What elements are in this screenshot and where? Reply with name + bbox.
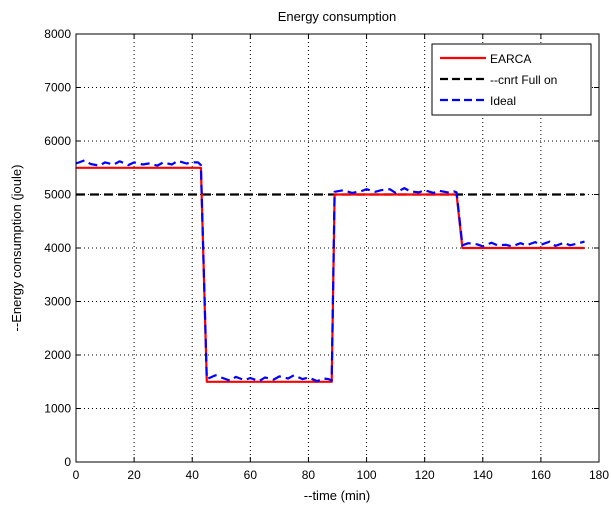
legend-label-1: --cnrt Full on: [490, 73, 557, 87]
x-tick-label: 120: [415, 468, 435, 482]
y-axis-label: --Energy consumption (joule): [9, 165, 24, 332]
legend-label-0: EARCA: [490, 52, 531, 66]
x-axis-label: --time (min): [304, 488, 370, 503]
x-tick-label: 40: [186, 468, 200, 482]
y-tick-label: 2000: [44, 348, 71, 362]
y-tick-label: 7000: [44, 81, 71, 95]
series-lines: [75, 159, 585, 383]
x-tick-label: 100: [357, 468, 377, 482]
x-tick-label: 160: [531, 468, 551, 482]
legend-box: [431, 43, 592, 116]
y-tick-label: 5000: [44, 188, 71, 202]
legend-label-2: Ideal: [490, 94, 516, 108]
x-tick-label: 60: [244, 468, 258, 482]
y-tick-label: 4000: [44, 241, 71, 255]
y-tick-label: 1000: [44, 402, 71, 416]
chart-title: Energy consumption: [278, 9, 397, 24]
legend: EARCA --cnrt Full on Ideal: [431, 43, 592, 116]
y-tick-label: 6000: [44, 134, 71, 148]
x-tick-label: 0: [73, 468, 80, 482]
x-tick-label: 20: [127, 468, 141, 482]
y-tick-label: 0: [64, 455, 71, 469]
x-tick-label: 180: [589, 468, 609, 482]
x-tick-label: 140: [473, 468, 493, 482]
y-tick-label: 3000: [44, 295, 71, 309]
x-tick-label: 80: [302, 468, 316, 482]
axis-ticks: 0 20 40 60 80 100 120 140 160 180 0 1000 2000 3000 400…: [44, 27, 609, 482]
y-tick-label: 8000: [44, 27, 71, 41]
grid: [76, 34, 599, 462]
series-line-2: [75, 159, 585, 383]
